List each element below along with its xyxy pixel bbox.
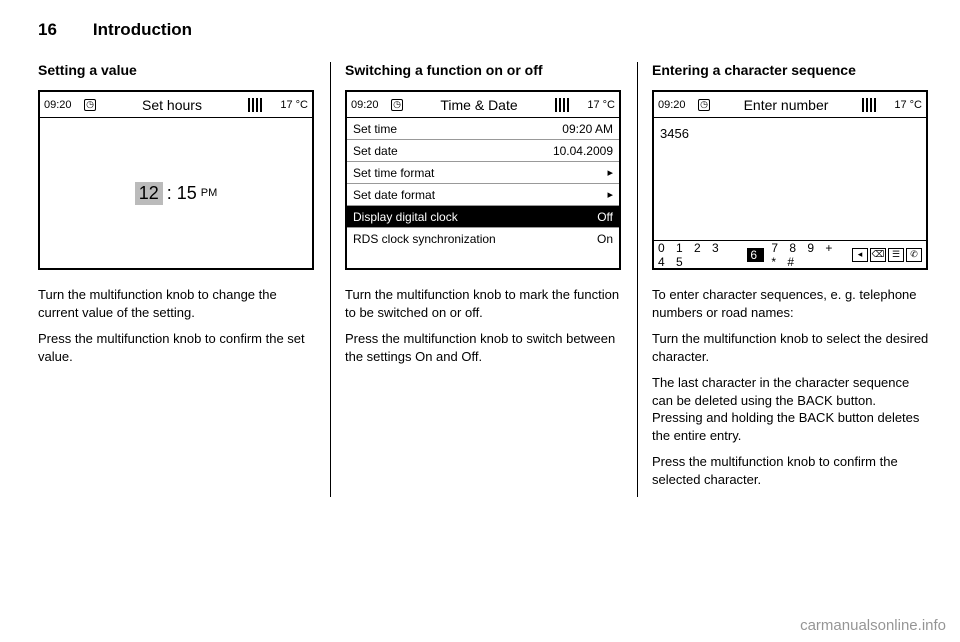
col3-p3: The last character in the character sequ… bbox=[652, 374, 930, 444]
keypad-digits: 0 1 2 3 4 5 6 7 8 9 + * # bbox=[658, 241, 852, 269]
screen3-header: 09:20 ◷ Enter number 17 °C bbox=[654, 92, 926, 118]
screen1-title: Set hours bbox=[96, 97, 248, 113]
contacts-icon: ☰ bbox=[888, 248, 904, 262]
screen2-header: 09:20 ◷ Time & Date 17 °C bbox=[347, 92, 619, 118]
row-value: On bbox=[597, 232, 613, 246]
col3-p4: Press the multifunction knob to confirm … bbox=[652, 453, 930, 488]
row-value: Off bbox=[597, 210, 613, 224]
col3-p2: Turn the multifunction knob to select th… bbox=[652, 330, 930, 365]
signal-icon bbox=[248, 98, 262, 112]
col2-p1: Turn the multifunction knob to mark the … bbox=[345, 286, 623, 321]
page-number: 16 bbox=[38, 20, 57, 40]
hours-value: 12 bbox=[135, 182, 163, 205]
screen3-body: 3456 0 1 2 3 4 5 6 7 8 9 + * # ◂ ⌫ bbox=[654, 118, 926, 268]
col3-heading: Entering a character sequence bbox=[652, 62, 930, 78]
clock-icon: ◷ bbox=[391, 99, 403, 111]
entered-number: 3456 bbox=[654, 118, 926, 149]
minutes-value: 15 bbox=[177, 183, 197, 204]
list-item-selected: Display digital clock Off bbox=[347, 206, 619, 228]
row-label: Set time bbox=[353, 122, 397, 136]
row-label: Set date bbox=[353, 144, 398, 158]
screen2-body: Set time 09:20 AM Set date 10.04.2009 Se… bbox=[347, 118, 619, 268]
content-columns: Setting a value 09:20 ◷ Set hours 17 °C … bbox=[38, 62, 930, 497]
screen1-temp: 17 °C bbox=[266, 99, 308, 111]
col1-p1: Turn the multifunction knob to change th… bbox=[38, 286, 316, 321]
col2-heading: Switching a function on or off bbox=[345, 62, 623, 78]
column-1: Setting a value 09:20 ◷ Set hours 17 °C … bbox=[38, 62, 330, 497]
back-arrow-icon: ◂ bbox=[852, 248, 868, 262]
column-3: Entering a character sequence 09:20 ◷ En… bbox=[637, 62, 930, 497]
row-value: 09:20 AM bbox=[562, 122, 613, 136]
screen3-title: Enter number bbox=[710, 97, 862, 113]
screen1-header: 09:20 ◷ Set hours 17 °C bbox=[40, 92, 312, 118]
col2-p2: Press the multifunction knob to switch b… bbox=[345, 330, 623, 365]
row-value: 10.04.2009 bbox=[553, 144, 613, 158]
chevron-right-icon: ▸ bbox=[607, 188, 613, 201]
page-header: 16 Introduction bbox=[38, 20, 930, 40]
list-item: RDS clock synchronization On bbox=[347, 228, 619, 250]
screen1-time: 09:20 bbox=[44, 99, 84, 111]
keys-left: 0 1 2 3 4 5 bbox=[658, 241, 740, 269]
screen2-time: 09:20 bbox=[351, 99, 391, 111]
signal-icon bbox=[555, 98, 569, 112]
chapter-title: Introduction bbox=[93, 20, 192, 40]
list-item: Set date 10.04.2009 bbox=[347, 140, 619, 162]
chevron-right-icon: ▸ bbox=[607, 166, 613, 179]
time-separator: : bbox=[167, 183, 177, 204]
keypad-row: 0 1 2 3 4 5 6 7 8 9 + * # ◂ ⌫ ☰ ✆ bbox=[654, 240, 926, 268]
list-item: Set date format ▸ bbox=[347, 184, 619, 206]
ampm-value: PM bbox=[201, 187, 218, 199]
screen3-time: 09:20 bbox=[658, 99, 698, 111]
row-label: Set date format bbox=[353, 188, 435, 202]
screen-set-hours: 09:20 ◷ Set hours 17 °C 12 : 15 PM bbox=[38, 90, 314, 270]
col1-heading: Setting a value bbox=[38, 62, 316, 78]
row-label: Set time format bbox=[353, 166, 434, 180]
clock-icon: ◷ bbox=[84, 99, 96, 111]
keys-right: 7 8 9 + * # bbox=[771, 241, 852, 269]
screen2-temp: 17 °C bbox=[573, 99, 615, 111]
screen-enter-number: 09:20 ◷ Enter number 17 °C 3456 0 1 2 3 … bbox=[652, 90, 928, 270]
time-value: 12 : 15 PM bbox=[40, 118, 312, 268]
screen3-temp: 17 °C bbox=[880, 99, 922, 111]
row-label: Display digital clock bbox=[353, 210, 458, 224]
column-2: Switching a function on or off 09:20 ◷ T… bbox=[330, 62, 637, 497]
clock-icon: ◷ bbox=[698, 99, 710, 111]
col3-p1: To enter character sequences, e. g. tele… bbox=[652, 286, 930, 321]
list-item: Set time format ▸ bbox=[347, 162, 619, 184]
delete-icon: ⌫ bbox=[870, 248, 886, 262]
signal-icon bbox=[862, 98, 876, 112]
key-selected: 6 bbox=[747, 248, 764, 262]
screen1-body: 12 : 15 PM bbox=[40, 118, 312, 268]
phone-icon: ✆ bbox=[906, 248, 922, 262]
row-label: RDS clock synchronization bbox=[353, 232, 496, 246]
screen-time-date: 09:20 ◷ Time & Date 17 °C Set time 09:20… bbox=[345, 90, 621, 270]
watermark: carmanualsonline.info bbox=[800, 617, 946, 634]
col1-p2: Press the multifunction knob to confirm … bbox=[38, 330, 316, 365]
screen2-title: Time & Date bbox=[403, 97, 555, 113]
list-item: Set time 09:20 AM bbox=[347, 118, 619, 140]
keypad-actions: ◂ ⌫ ☰ ✆ bbox=[852, 248, 922, 262]
